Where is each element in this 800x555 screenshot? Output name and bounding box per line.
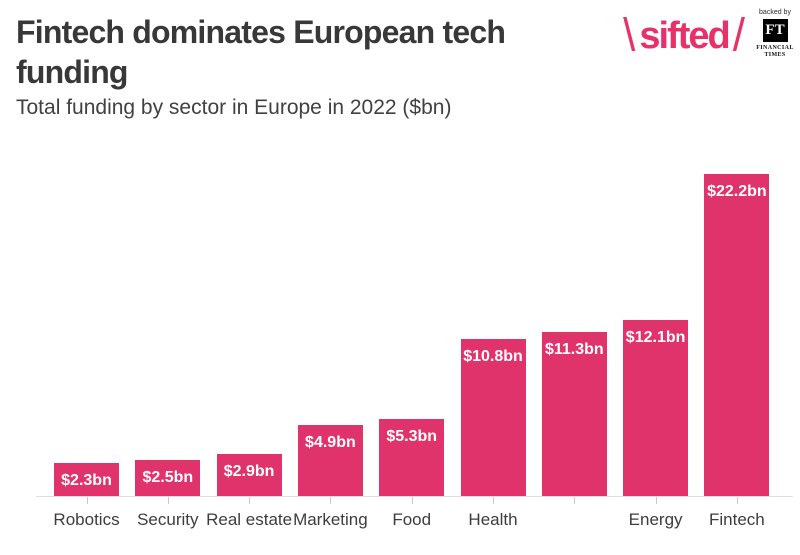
axis-tick [330, 497, 332, 504]
ft-times-label: TIMES [764, 52, 786, 58]
ft-financial-label: FINANCIAL [756, 45, 794, 51]
bar-fintech: $22.2bn [704, 174, 770, 496]
x-axis-label-security: Security [137, 510, 199, 529]
axis-tick [167, 497, 169, 504]
bar-energy: $12.1bn [623, 320, 689, 496]
backed-by-label: backed by [759, 9, 791, 16]
chart-title-line-2: funding [16, 54, 128, 90]
axis-tick [86, 497, 88, 504]
logo-backslash-icon: \ [623, 9, 636, 62]
chart-title-line-1: Fintech dominates European tech [16, 14, 506, 50]
bar-value-label: $5.3bn [386, 428, 438, 445]
bar-unlabeled-6: $11.3bn [541, 332, 607, 496]
x-axis-label-robotics: Robotics [53, 510, 120, 529]
x-axis-label-food: Food [392, 510, 432, 529]
axis-tick [736, 497, 738, 504]
axis-tick [249, 497, 251, 504]
bar-value-label: $2.5bn [142, 469, 194, 486]
ft-badge: backed by FT FINANCIAL TIMES [754, 9, 796, 59]
logo-wordmark: sifted [639, 15, 730, 57]
bar-marketing: $4.9bn [297, 425, 363, 496]
x-axis-label-energy: Energy [628, 510, 683, 529]
bar-value-label: $12.1bn [625, 329, 686, 346]
x-axis-label-fintech: Fintech [709, 510, 765, 529]
bar-real-estate: $2.9bn [216, 454, 282, 496]
x-axis-label-health: Health [468, 510, 518, 529]
bar-value-label: $4.9bn [305, 434, 356, 451]
ft-logo-icon: FT [762, 19, 788, 42]
axis-tick [493, 497, 494, 504]
bar-food: $5.3bn [379, 419, 445, 496]
chart-subtitle: Total funding by sector in Europe in 202… [16, 96, 452, 119]
logo-slash-icon: / [732, 9, 745, 62]
bar-value-label: $2.9bn [223, 463, 275, 480]
axis-tick [655, 497, 657, 504]
x-axis-line [36, 496, 793, 497]
x-axis-label-marketing: Marketing [293, 510, 368, 529]
bar-value-label: $2.3bn [61, 472, 112, 489]
axis-tick [574, 497, 576, 504]
bar-value-label: $10.8bn [463, 348, 523, 365]
bar-security: $2.5bn [135, 460, 201, 496]
x-axis-label-real-estate: Real estate [206, 510, 293, 529]
bar-value-label: $11.3bn [544, 341, 604, 358]
axis-tick [411, 497, 413, 504]
ft-initials: FT [765, 22, 785, 38]
sifted-logo: \ sifted / [623, 10, 745, 62]
bar-value-label: $22.2bn [707, 183, 767, 200]
bar-robotics: $2.3bn [54, 463, 119, 496]
bar-health: $10.8bn [460, 339, 526, 496]
